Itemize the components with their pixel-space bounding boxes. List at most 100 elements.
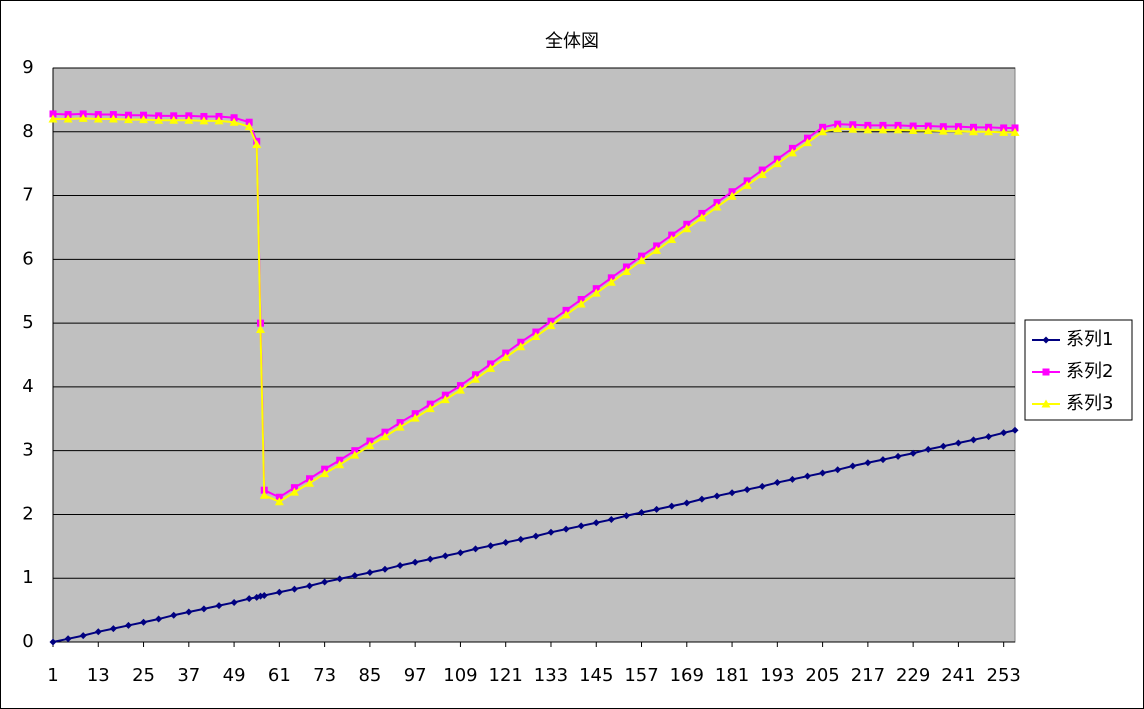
marker: [155, 615, 163, 623]
marker: [441, 552, 449, 560]
x-tick-label: 49: [223, 665, 246, 686]
marker: [818, 127, 828, 136]
marker: [743, 486, 751, 494]
marker: [970, 436, 978, 444]
marker: [787, 148, 797, 157]
x-tick-label: 133: [534, 665, 568, 686]
marker: [139, 115, 149, 124]
legend-label: 系列1: [1066, 329, 1113, 350]
marker: [894, 452, 902, 460]
marker: [879, 456, 887, 464]
marker: [849, 462, 857, 470]
marker: [305, 478, 315, 487]
marker: [215, 602, 223, 610]
marker: [893, 125, 903, 134]
marker: [274, 497, 284, 506]
legend-label: 系列3: [1066, 393, 1113, 414]
x-tick-label: 145: [579, 665, 613, 686]
marker: [742, 180, 752, 189]
marker: [63, 114, 73, 123]
marker: [668, 502, 676, 510]
marker: [48, 114, 58, 123]
marker: [727, 191, 737, 200]
marker: [1010, 127, 1020, 136]
marker: [804, 472, 812, 480]
marker: [124, 621, 132, 629]
marker: [229, 117, 239, 126]
x-tick-label: 193: [760, 665, 794, 686]
y-tick-label: 0: [22, 631, 33, 652]
marker: [396, 561, 404, 569]
marker: [230, 598, 238, 606]
marker: [365, 441, 375, 450]
marker: [214, 116, 224, 125]
marker: [908, 126, 918, 135]
marker: [953, 126, 963, 135]
marker: [140, 618, 148, 626]
marker: [260, 591, 268, 599]
marker: [486, 363, 496, 372]
marker: [185, 608, 193, 616]
marker: [335, 460, 345, 469]
chart-title: 全体図: [545, 31, 599, 52]
x-tick-label: 229: [896, 665, 930, 686]
marker: [200, 605, 208, 613]
marker: [170, 611, 178, 619]
marker: [259, 490, 269, 499]
marker: [410, 413, 420, 422]
marker: [351, 572, 359, 580]
marker: [1011, 426, 1019, 434]
marker: [123, 115, 133, 124]
marker: [1042, 336, 1050, 344]
marker: [592, 519, 600, 527]
y-tick-label: 4: [22, 376, 33, 397]
x-tick-label: 121: [489, 665, 523, 686]
y-tick-label: 1: [22, 567, 33, 588]
y-tick-label: 3: [22, 440, 33, 461]
marker: [985, 433, 993, 441]
marker: [712, 202, 722, 211]
marker: [834, 466, 842, 474]
marker: [380, 432, 390, 441]
marker: [532, 532, 540, 540]
x-tick-label: 205: [805, 665, 839, 686]
marker: [49, 638, 57, 646]
marker: [1041, 399, 1051, 408]
marker: [652, 245, 662, 254]
marker: [366, 568, 374, 576]
marker: [472, 545, 480, 553]
x-tick-label: 37: [177, 665, 200, 686]
marker: [954, 439, 962, 447]
marker: [788, 475, 796, 483]
marker: [864, 459, 872, 467]
marker: [682, 224, 692, 233]
x-tick-label: 181: [715, 665, 749, 686]
marker: [455, 385, 465, 394]
marker: [290, 585, 298, 593]
marker: [64, 635, 72, 643]
marker: [638, 509, 646, 517]
marker: [606, 277, 616, 286]
marker: [108, 114, 118, 123]
x-tick-label: 13: [87, 665, 110, 686]
marker: [350, 450, 360, 459]
marker: [984, 127, 994, 136]
marker: [425, 404, 435, 413]
marker: [1042, 368, 1050, 376]
y-tick-label: 8: [22, 121, 33, 142]
marker: [728, 489, 736, 497]
marker: [758, 482, 766, 490]
marker: [517, 535, 525, 543]
marker: [1000, 429, 1008, 437]
marker: [94, 628, 102, 636]
marker: [924, 445, 932, 453]
marker: [502, 539, 510, 547]
marker: [713, 492, 721, 500]
series: [49, 426, 1019, 646]
marker: [306, 582, 314, 590]
marker: [169, 115, 179, 124]
marker: [49, 110, 57, 118]
marker: [576, 299, 586, 308]
marker: [923, 126, 933, 135]
marker: [78, 113, 88, 122]
